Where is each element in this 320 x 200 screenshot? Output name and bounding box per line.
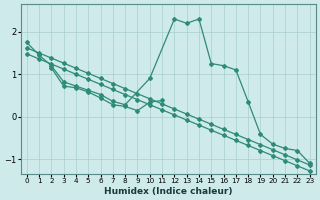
X-axis label: Humidex (Indice chaleur): Humidex (Indice chaleur) — [104, 187, 232, 196]
